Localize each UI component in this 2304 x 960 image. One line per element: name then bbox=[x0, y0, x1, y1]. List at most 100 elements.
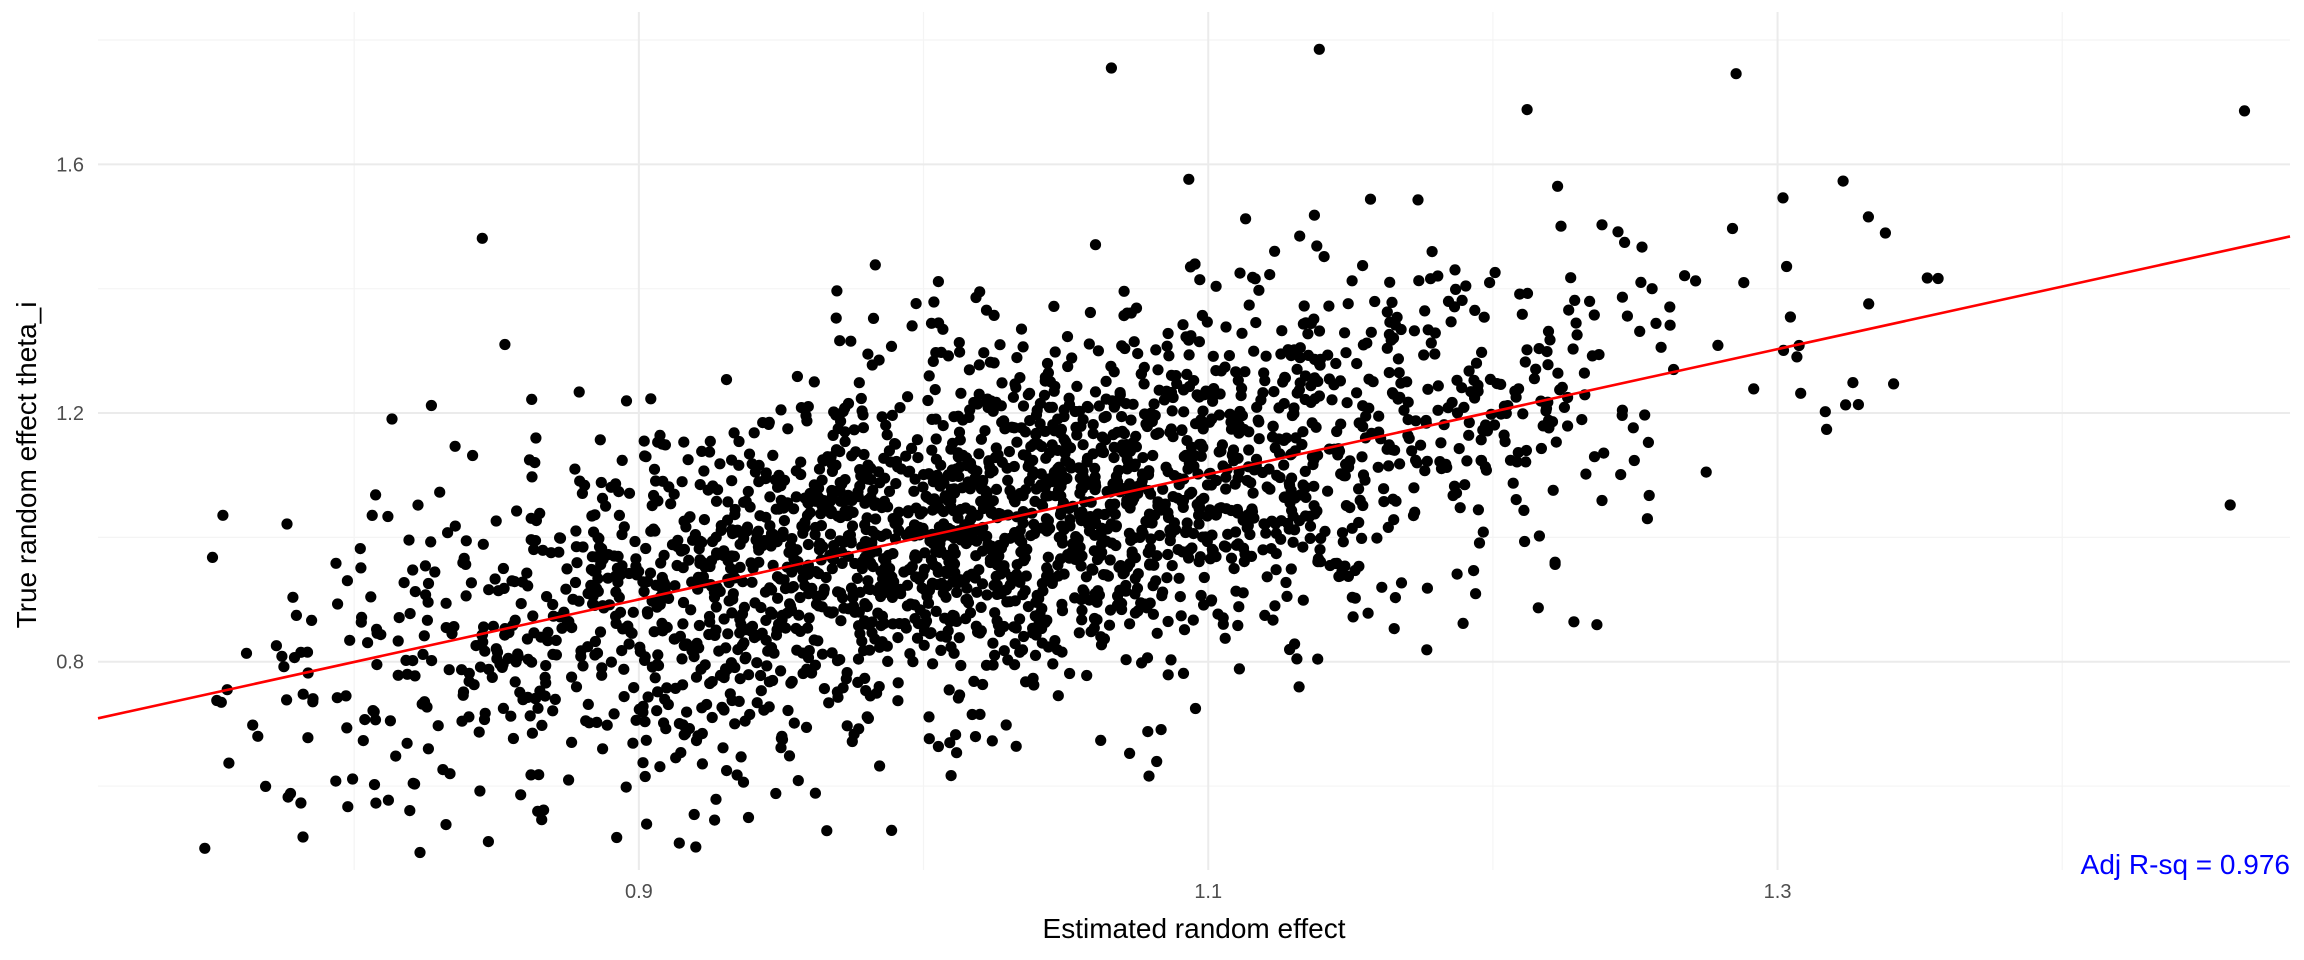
data-point bbox=[894, 402, 906, 414]
data-point bbox=[715, 524, 727, 537]
data-point bbox=[393, 612, 405, 624]
data-point bbox=[883, 445, 896, 457]
data-point bbox=[422, 596, 434, 608]
data-point bbox=[766, 584, 778, 596]
data-point bbox=[1210, 474, 1222, 487]
data-point bbox=[556, 622, 568, 634]
data-point bbox=[403, 534, 415, 546]
data-point bbox=[575, 650, 587, 663]
data-point bbox=[932, 740, 945, 753]
data-point bbox=[1353, 483, 1365, 495]
data-point bbox=[1463, 365, 1475, 377]
data-point bbox=[1181, 524, 1193, 536]
data-point bbox=[1051, 644, 1063, 656]
data-point bbox=[737, 576, 749, 588]
data-point bbox=[634, 641, 646, 653]
data-point bbox=[795, 468, 807, 481]
data-point bbox=[465, 577, 477, 589]
data-point bbox=[902, 391, 914, 403]
data-point bbox=[1338, 470, 1350, 482]
data-point bbox=[834, 535, 846, 547]
data-point bbox=[1017, 449, 1029, 461]
data-point bbox=[508, 576, 521, 588]
data-point bbox=[1532, 602, 1544, 614]
data-point bbox=[1157, 483, 1169, 495]
data-point bbox=[371, 623, 383, 635]
data-point bbox=[1791, 351, 1803, 363]
data-point bbox=[839, 474, 851, 486]
data-point bbox=[1246, 503, 1258, 515]
data-point bbox=[647, 523, 660, 535]
data-point bbox=[1046, 439, 1058, 451]
data-point bbox=[524, 710, 536, 722]
data-point bbox=[912, 452, 924, 464]
data-point bbox=[1097, 569, 1110, 581]
data-point bbox=[670, 752, 682, 764]
data-point bbox=[582, 587, 594, 600]
data-point bbox=[690, 735, 703, 747]
data-point bbox=[1236, 410, 1248, 422]
data-point bbox=[918, 469, 930, 481]
data-point bbox=[1784, 311, 1796, 323]
data-point bbox=[1412, 194, 1424, 206]
data-point bbox=[368, 706, 380, 718]
data-point bbox=[1635, 276, 1647, 288]
data-point bbox=[1319, 525, 1331, 538]
data-point bbox=[1108, 441, 1120, 453]
data-point bbox=[746, 458, 758, 470]
data-point bbox=[476, 232, 488, 244]
data-point bbox=[1224, 408, 1236, 420]
data-point bbox=[1121, 453, 1133, 466]
data-point bbox=[1795, 387, 1807, 399]
data-point bbox=[685, 604, 697, 616]
data-point bbox=[1460, 280, 1472, 292]
data-point bbox=[574, 475, 586, 487]
data-point bbox=[976, 578, 989, 590]
data-point bbox=[1365, 326, 1377, 338]
data-point bbox=[1088, 545, 1100, 557]
data-point bbox=[1446, 396, 1458, 409]
data-point bbox=[443, 664, 455, 676]
data-point bbox=[1128, 460, 1140, 473]
data-point bbox=[826, 607, 838, 619]
data-point bbox=[1049, 346, 1061, 358]
data-point bbox=[938, 506, 950, 518]
data-point bbox=[1299, 510, 1312, 522]
data-point bbox=[678, 436, 690, 448]
data-point bbox=[726, 475, 738, 487]
data-point bbox=[921, 590, 933, 602]
data-point bbox=[1421, 644, 1433, 656]
data-point bbox=[1289, 492, 1301, 504]
data-point bbox=[975, 495, 987, 507]
data-point bbox=[792, 775, 804, 787]
data-point bbox=[1475, 434, 1487, 446]
data-point bbox=[306, 614, 318, 627]
data-point bbox=[566, 736, 578, 749]
data-point bbox=[491, 646, 504, 658]
data-point bbox=[1089, 516, 1102, 529]
data-point bbox=[1124, 747, 1136, 760]
data-point bbox=[1311, 240, 1323, 252]
data-point bbox=[1107, 499, 1119, 511]
data-point bbox=[223, 757, 235, 769]
data-point bbox=[589, 509, 601, 521]
data-point bbox=[642, 691, 654, 703]
data-point bbox=[401, 737, 413, 749]
data-point bbox=[1120, 579, 1132, 592]
data-point bbox=[1019, 426, 1031, 438]
data-point bbox=[1521, 287, 1534, 299]
data-point bbox=[966, 708, 978, 721]
data-point bbox=[474, 661, 487, 673]
data-point bbox=[816, 589, 828, 601]
data-point bbox=[589, 649, 601, 661]
data-point bbox=[1339, 327, 1351, 339]
data-point bbox=[1048, 425, 1061, 437]
data-point bbox=[995, 400, 1007, 412]
data-point bbox=[1148, 398, 1160, 410]
data-point bbox=[639, 651, 651, 663]
data-point bbox=[1402, 429, 1414, 441]
data-point bbox=[753, 544, 765, 556]
y-axis-title: True random effect theta_i bbox=[11, 302, 42, 629]
data-point bbox=[740, 651, 752, 663]
data-point bbox=[566, 671, 578, 683]
